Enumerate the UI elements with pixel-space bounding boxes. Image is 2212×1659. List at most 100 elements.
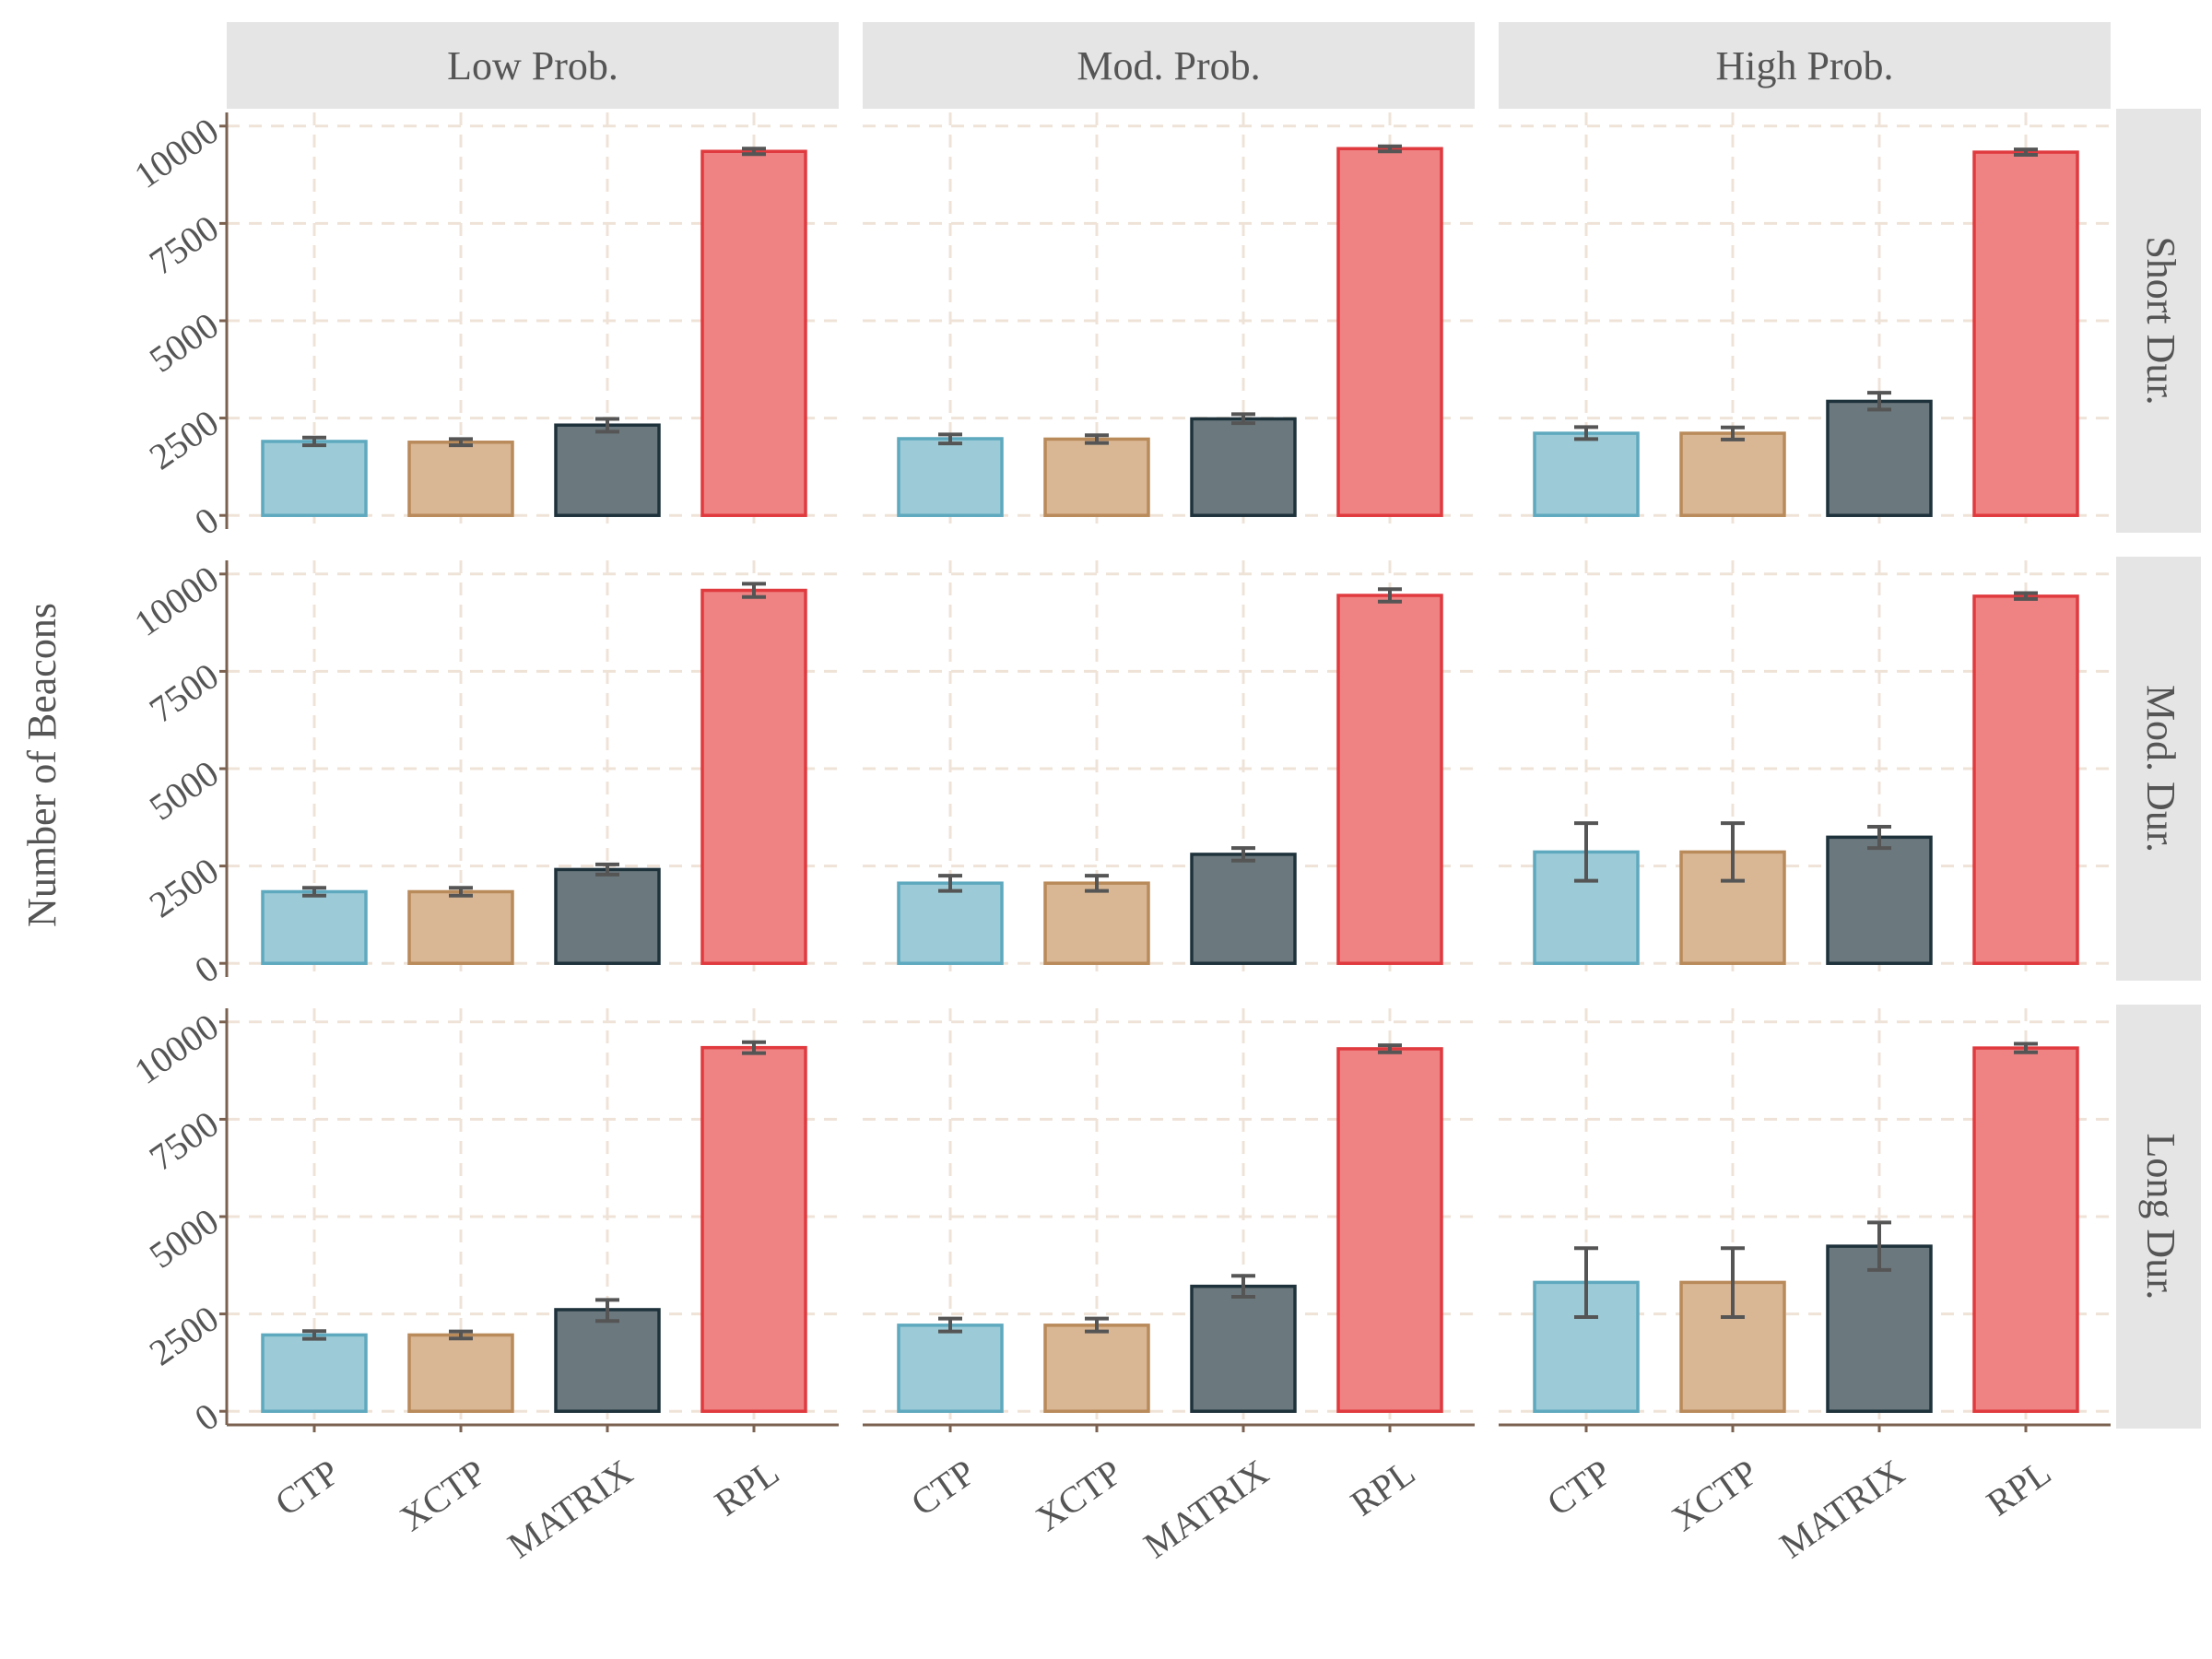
y-tick-label: 2500 bbox=[142, 850, 226, 926]
panels-layer: Low Prob. Mod. Prob. High Prob. Short Dur. M… bbox=[126, 22, 2201, 1566]
panel-3-2: CTP XCTP MATRIX RPL bbox=[863, 1008, 1475, 1566]
bar-rpl bbox=[1336, 594, 1443, 965]
col-strip-label: Low Prob. bbox=[447, 43, 618, 88]
bar-rpl bbox=[1336, 1047, 1443, 1413]
y-tick-label: 0 bbox=[187, 947, 226, 991]
error-bar-xctp bbox=[1721, 821, 1745, 883]
panel-2-1: 0 2500 5000 7500 10000 bbox=[126, 558, 839, 992]
row-strip-bg bbox=[2116, 557, 2201, 981]
y-tick-label: 5000 bbox=[142, 752, 226, 829]
bar-ctp bbox=[261, 440, 368, 517]
error-bar-ctp bbox=[302, 1329, 326, 1341]
panel-3-1: 0 2500 5000 7500 10000 CTP XCTP MATRIX RPL bbox=[126, 1006, 839, 1566]
error-bar-rpl bbox=[2014, 1041, 2038, 1054]
x-tick-label: XCTP bbox=[393, 1452, 494, 1540]
error-bar-rpl bbox=[1378, 144, 1402, 154]
bar-ctp bbox=[1533, 431, 1640, 517]
bar-xctp bbox=[407, 441, 514, 517]
x-tick-label: MATRIX bbox=[1772, 1451, 1912, 1566]
bar-rpl bbox=[1972, 594, 2079, 965]
x-tick-label: MATRIX bbox=[1136, 1451, 1277, 1566]
col-strip-2: Mod. Prob. bbox=[863, 22, 1475, 109]
col-strip-bg bbox=[1499, 22, 2111, 109]
error-bar-xctp bbox=[449, 886, 473, 898]
col-strip-label: Mod. Prob. bbox=[1077, 43, 1260, 88]
error-bar-matrix bbox=[1231, 846, 1255, 863]
y-tick-label: 7500 bbox=[142, 1102, 226, 1179]
x-tick-label: CTP bbox=[267, 1452, 347, 1524]
panel-2-3 bbox=[1499, 560, 2111, 977]
row-strip-bg bbox=[2116, 109, 2201, 533]
bar-rpl bbox=[700, 149, 807, 517]
error-bar-ctp bbox=[302, 886, 326, 898]
error-bar-ctp bbox=[938, 874, 962, 893]
bar-matrix bbox=[554, 1308, 661, 1413]
error-bar-rpl bbox=[2014, 147, 2038, 158]
bar-rpl bbox=[1972, 1046, 2079, 1413]
bar-ctp bbox=[897, 1324, 1004, 1413]
x-tick-label: CTP bbox=[1539, 1452, 1618, 1524]
y-tick-label: 10000 bbox=[126, 1006, 226, 1092]
error-bar-ctp bbox=[938, 432, 962, 446]
bar-ctp bbox=[897, 437, 1004, 517]
error-bar-matrix bbox=[595, 862, 619, 877]
error-bar-ctp bbox=[938, 1316, 962, 1334]
error-bar-matrix bbox=[1867, 391, 1891, 412]
error-bar-xctp bbox=[1085, 433, 1109, 445]
error-bar-matrix bbox=[1867, 824, 1891, 851]
error-bar-rpl bbox=[742, 1040, 766, 1055]
error-bar-ctp bbox=[1574, 821, 1598, 883]
error-bar-xctp bbox=[1085, 1316, 1109, 1334]
y-tick-label: 5000 bbox=[142, 304, 226, 381]
error-bar-matrix bbox=[595, 417, 619, 434]
col-strip-3: High Prob. bbox=[1499, 22, 2111, 109]
error-bar-rpl bbox=[1378, 587, 1402, 604]
y-tick-label: 5000 bbox=[142, 1200, 226, 1277]
error-bar-xctp bbox=[449, 437, 473, 448]
y-tick-label: 0 bbox=[187, 1394, 226, 1439]
bar-matrix bbox=[554, 867, 661, 965]
error-bar-matrix bbox=[1231, 412, 1255, 426]
panel-1-1: 0 2500 5000 7500 10000 bbox=[126, 110, 839, 544]
error-bar-rpl bbox=[742, 582, 766, 599]
bar-xctp bbox=[1043, 881, 1150, 965]
error-bar-rpl bbox=[2014, 591, 2038, 601]
row-strip-2: Mod. Dur. bbox=[2116, 557, 2201, 981]
error-bar-ctp bbox=[1574, 425, 1598, 441]
error-bar-ctp bbox=[1574, 1246, 1598, 1319]
y-tick-label: 0 bbox=[187, 499, 226, 543]
error-bar-xctp bbox=[1721, 425, 1745, 441]
row-strip-1: Short Dur. bbox=[2116, 109, 2201, 533]
error-bar-matrix bbox=[1231, 1274, 1255, 1300]
error-bar-matrix bbox=[595, 1298, 619, 1324]
x-tick-label: CTP bbox=[903, 1452, 982, 1524]
x-tick-label: RPL bbox=[1343, 1452, 1422, 1524]
error-bar-rpl bbox=[742, 147, 766, 157]
row-strip-label: Mod. Dur. bbox=[2138, 685, 2183, 853]
col-strip-bg bbox=[227, 22, 839, 109]
error-bar-matrix bbox=[1867, 1220, 1891, 1272]
y-tick-label: 10000 bbox=[126, 110, 226, 196]
panel-2-2 bbox=[863, 560, 1475, 977]
panel-1-2 bbox=[863, 112, 1475, 529]
panel-1-3 bbox=[1499, 112, 2111, 529]
error-bar-ctp bbox=[302, 435, 326, 448]
y-tick-label: 10000 bbox=[126, 558, 226, 644]
y-axis-title: Number of Beacons bbox=[19, 603, 65, 927]
bar-matrix bbox=[554, 423, 661, 517]
col-strip-label: High Prob. bbox=[1715, 43, 1893, 88]
bar-matrix bbox=[1826, 835, 1933, 965]
x-tick-label: RPL bbox=[1979, 1452, 2058, 1524]
row-strip-bg bbox=[2116, 1005, 2201, 1429]
y-tick-label: 7500 bbox=[142, 654, 226, 731]
bar-ctp bbox=[897, 881, 1004, 965]
bar-rpl bbox=[1336, 147, 1443, 517]
bar-xctp bbox=[1043, 1324, 1150, 1413]
bar-rpl bbox=[1972, 150, 2079, 517]
panel-3-3: CTP XCTP MATRIX RPL bbox=[1499, 1008, 2111, 1566]
x-tick-label: XCTP bbox=[1665, 1452, 1766, 1540]
bar-xctp bbox=[407, 889, 514, 965]
bar-ctp bbox=[261, 889, 368, 965]
error-bar-xctp bbox=[1085, 874, 1109, 893]
